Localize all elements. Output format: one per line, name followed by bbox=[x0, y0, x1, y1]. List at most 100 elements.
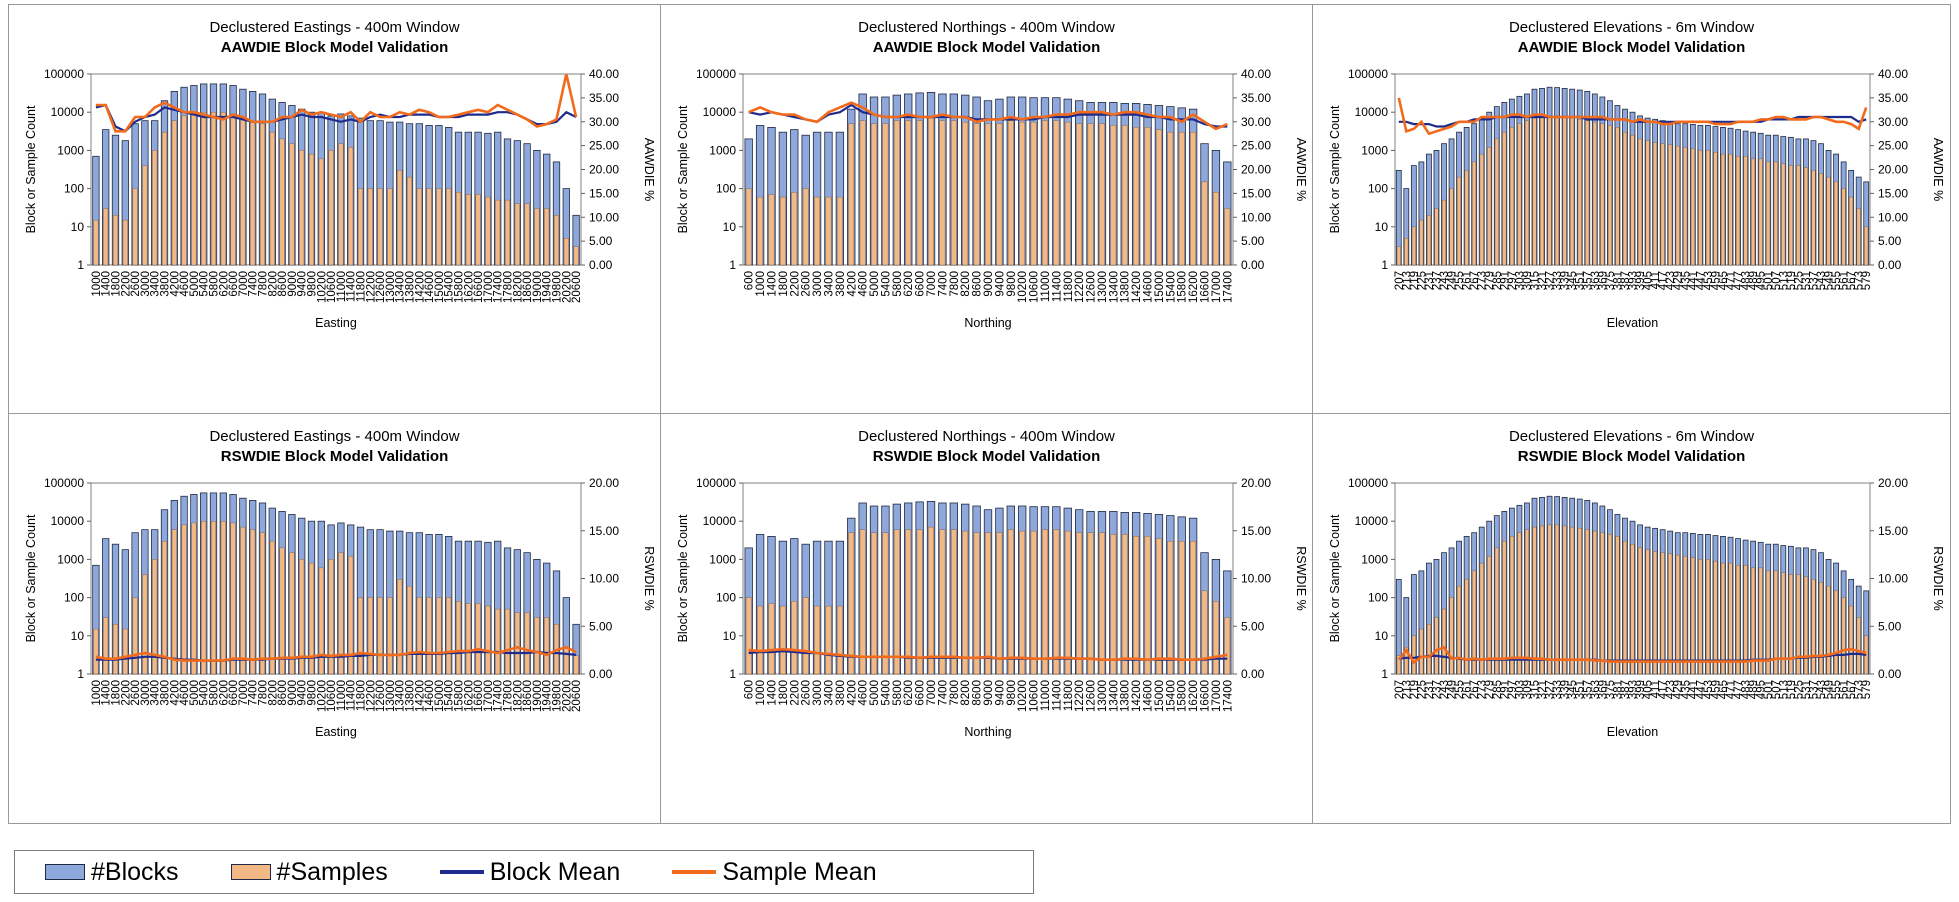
bar-samples bbox=[1396, 246, 1401, 266]
x-tick-label: 3800 bbox=[160, 680, 172, 706]
bar-samples bbox=[1638, 138, 1642, 266]
bar-samples bbox=[1705, 150, 1710, 266]
bar-samples bbox=[524, 612, 530, 675]
x-tick-label: 6600 bbox=[915, 271, 927, 297]
bar-samples bbox=[1213, 601, 1219, 675]
x-tick-label: 231 bbox=[1424, 271, 1436, 290]
bar-samples bbox=[534, 617, 540, 675]
x-tick-label: 447 bbox=[1695, 680, 1707, 699]
x-tick-label: 15400 bbox=[444, 271, 456, 303]
x-tick-label: 465 bbox=[1718, 680, 1730, 699]
bar-samples bbox=[859, 529, 866, 675]
bar-samples bbox=[1834, 590, 1839, 675]
bar-samples bbox=[201, 111, 207, 266]
bar-samples bbox=[1585, 120, 1590, 266]
y2-tick-label: 0.00 bbox=[1241, 258, 1265, 272]
bar-samples bbox=[1721, 153, 1725, 266]
y2-tick-label: 20.00 bbox=[589, 163, 619, 177]
bar-samples bbox=[1562, 525, 1567, 675]
bar-samples bbox=[348, 147, 354, 266]
bar-samples bbox=[780, 196, 786, 266]
bar-samples bbox=[338, 143, 344, 266]
x-tick-label: 2200 bbox=[789, 271, 801, 297]
x-tick-label: 573 bbox=[1854, 271, 1866, 290]
y-tick-label: 1 bbox=[1381, 667, 1388, 681]
bar-samples bbox=[269, 131, 275, 266]
y2-tick-label: 25.00 bbox=[1878, 139, 1908, 153]
bar-samples bbox=[985, 532, 991, 675]
x-axis-label: Elevation bbox=[1607, 316, 1658, 330]
bar-samples bbox=[367, 188, 373, 266]
x-tick-label: 7400 bbox=[937, 680, 949, 706]
bar-samples bbox=[191, 522, 197, 675]
bar-samples bbox=[318, 158, 324, 266]
y-tick-label: 10 bbox=[723, 629, 737, 643]
x-tick-label: 333 bbox=[1552, 680, 1564, 699]
bar-samples bbox=[802, 188, 809, 266]
x-tick-label: 5000 bbox=[189, 271, 201, 297]
bar-samples bbox=[1638, 547, 1642, 675]
x-tick-label: 8200 bbox=[960, 680, 972, 706]
y2-tick-label: 0.00 bbox=[1241, 667, 1265, 681]
y-tick-label: 10000 bbox=[703, 105, 737, 119]
x-tick-label: 11800 bbox=[1063, 680, 1075, 711]
bar-samples bbox=[1841, 597, 1846, 675]
bar-samples bbox=[171, 120, 177, 266]
bar-samples bbox=[142, 165, 148, 266]
x-tick-label: 561 bbox=[1839, 680, 1851, 699]
x-tick-label: 5800 bbox=[209, 680, 221, 706]
bar-samples bbox=[837, 196, 843, 266]
x-tick-label: 579 bbox=[1861, 680, 1873, 699]
bar-samples bbox=[768, 194, 775, 266]
bar-samples bbox=[848, 123, 855, 266]
bar-samples bbox=[1087, 532, 1094, 675]
x-tick-label: 237 bbox=[1431, 271, 1443, 290]
y-tick-label: 10 bbox=[71, 629, 85, 643]
x-tick-label: 17000 bbox=[483, 680, 495, 712]
x-tick-label: 543 bbox=[1816, 680, 1828, 699]
x-tick-label: 297 bbox=[1507, 271, 1519, 290]
line-sample-mean bbox=[1397, 645, 1867, 665]
x-tick-label: 249 bbox=[1447, 680, 1459, 699]
x-tick-label: 4200 bbox=[846, 271, 858, 297]
x-tick-label: 309 bbox=[1522, 680, 1534, 699]
bar-samples bbox=[456, 192, 461, 266]
x-tick-label: 513 bbox=[1778, 680, 1790, 699]
x-tick-label: 16200 bbox=[463, 680, 475, 712]
x-tick-label: 19400 bbox=[542, 271, 554, 303]
bar-samples bbox=[1781, 572, 1786, 675]
y2-tick-label: 20.00 bbox=[1241, 163, 1271, 177]
x-tick-label: 345 bbox=[1567, 271, 1579, 290]
y-axis-label: Block or Sample Count bbox=[1328, 105, 1342, 233]
x-tick-label: 5400 bbox=[199, 271, 211, 297]
x-tick-label: 13400 bbox=[1108, 680, 1120, 712]
x-axis-label: Northing bbox=[964, 316, 1011, 330]
y-axis-label: Block or Sample Count bbox=[676, 105, 690, 233]
bar-samples bbox=[1630, 543, 1635, 675]
x-tick-label: 20200 bbox=[561, 271, 573, 303]
x-tick-label: 10200 bbox=[316, 271, 328, 303]
x-tick-label: 15800 bbox=[454, 680, 466, 712]
x-tick-label: 6200 bbox=[903, 271, 915, 297]
bar-samples bbox=[181, 524, 187, 675]
x-tick-label: 9800 bbox=[307, 680, 319, 706]
bar-samples bbox=[220, 111, 226, 266]
bar-samples bbox=[152, 150, 158, 266]
legend-label-samples: #Samples bbox=[276, 857, 388, 886]
x-tick-label: 525 bbox=[1793, 271, 1805, 290]
x-tick-label: 519 bbox=[1786, 271, 1798, 290]
bar-samples bbox=[757, 196, 763, 266]
bar-samples bbox=[1630, 134, 1635, 266]
x-tick-label: 7800 bbox=[949, 680, 961, 706]
x-tick-label: 10600 bbox=[326, 271, 338, 303]
x-tick-label: 5800 bbox=[209, 271, 221, 297]
x-tick-label: 495 bbox=[1756, 680, 1768, 699]
x-tick-label: 12600 bbox=[1086, 271, 1098, 303]
x-tick-label: 20600 bbox=[571, 271, 583, 303]
bar-samples bbox=[780, 605, 786, 675]
bar-samples bbox=[939, 529, 946, 675]
bar-samples bbox=[928, 526, 934, 675]
x-tick-label: 12200 bbox=[1074, 680, 1086, 712]
y2-tick-label: 5.00 bbox=[589, 619, 613, 633]
chart-legend: #Blocks #Samples Block Mean Sample Mean bbox=[14, 850, 1034, 894]
